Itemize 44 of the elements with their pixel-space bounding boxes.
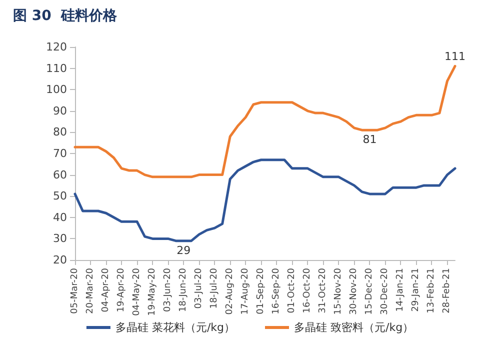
x-tick-label: 18-Jun-20 bbox=[178, 268, 189, 312]
x-tick-label: 20-Mar-20 bbox=[86, 268, 96, 314]
y-tick-label: 40 bbox=[53, 210, 67, 224]
legend-label: 多晶硅 菜花料（元/kg） bbox=[115, 321, 236, 334]
x-tick-label: 31-Oct-20 bbox=[318, 268, 328, 314]
x-tick-label: 17-Aug-20 bbox=[240, 268, 251, 315]
chart-title: 图 30 硅料价格 bbox=[13, 8, 118, 24]
x-tick-label: 16-Sep-20 bbox=[272, 268, 282, 314]
x-tick-label: 28-Feb-21 bbox=[442, 268, 452, 314]
x-tick-label: 03-Jul-20 bbox=[194, 268, 204, 309]
y-tick-label: 90 bbox=[53, 104, 67, 118]
y-tick-label: 80 bbox=[53, 126, 67, 139]
x-tick-label: 14-Jan-21 bbox=[396, 268, 406, 312]
y-tick-label: 120 bbox=[46, 40, 67, 54]
x-tick-label: 19-May-20 bbox=[148, 268, 158, 316]
data-label: 29 bbox=[176, 244, 191, 257]
legend-label: 多晶硅 致密料（元/kg） bbox=[294, 321, 414, 334]
y-tick-label: 20 bbox=[53, 254, 67, 266]
x-tick-label: 05-Mar-20 bbox=[70, 268, 80, 314]
x-tick-label: 01-Oct-20 bbox=[287, 268, 298, 314]
data-label: 111 bbox=[444, 50, 466, 64]
x-tick-label: 16-Oct-20 bbox=[302, 268, 313, 314]
x-tick-label: 15-Nov-20 bbox=[334, 268, 344, 315]
x-tick-label: 02-Aug-20 bbox=[225, 268, 236, 315]
line-series bbox=[74, 64, 456, 178]
x-tick-label: 30-Dec-20 bbox=[380, 268, 390, 315]
x-tick-label: 04-Apr-20 bbox=[101, 268, 112, 312]
x-tick-label: 15-Dec-20 bbox=[364, 268, 375, 315]
x-tick-label: 13-Feb-21 bbox=[426, 268, 437, 314]
y-tick-label: 30 bbox=[53, 232, 67, 246]
y-tick-label: 110 bbox=[46, 62, 67, 75]
x-tick-label: 04-May-20 bbox=[132, 268, 142, 316]
x-tick-label: 29-Jan-21 bbox=[411, 268, 422, 312]
y-tick-label: 70 bbox=[53, 147, 67, 160]
x-tick-label: 03-Jun-20 bbox=[163, 268, 174, 312]
x-tick-label: 18-Jul-20 bbox=[210, 268, 220, 309]
data-label: 81 bbox=[362, 133, 377, 146]
line-series bbox=[74, 158, 456, 242]
x-tick-label: 30-Nov-20 bbox=[349, 268, 360, 315]
x-tick-label: 19-Apr-20 bbox=[116, 268, 127, 312]
y-tick-label: 50 bbox=[53, 190, 67, 203]
x-tick-label: 01-Sep-20 bbox=[256, 268, 266, 314]
y-tick-label: 100 bbox=[46, 83, 67, 96]
y-tick-label: 60 bbox=[53, 168, 67, 182]
